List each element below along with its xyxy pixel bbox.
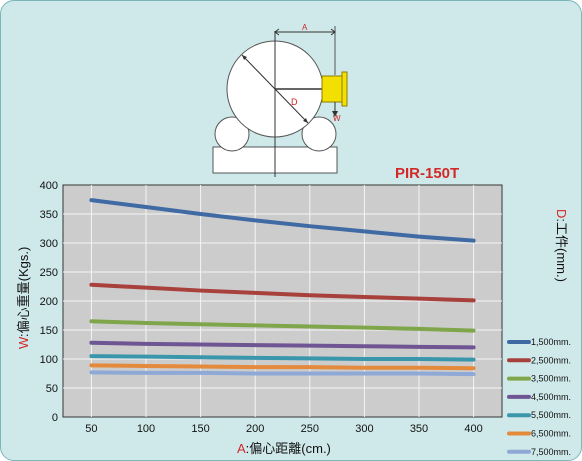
x-axis-label-prefix: A [237, 441, 246, 456]
x-tick-label: 100 [137, 423, 155, 435]
x-tick-label: 200 [246, 423, 264, 435]
y-tick-label: 300 [40, 238, 58, 250]
legend: 1,500mm. 2,500mm. 3,500mm. 4,500mm. 5,500mm.… [507, 337, 571, 457]
y-tick-label: 350 [40, 209, 58, 221]
y-tick-label: 400 [40, 180, 58, 192]
y-axis-label-prefix: W [16, 336, 31, 349]
chart-title: PIR-150T [395, 165, 459, 182]
legend-label: 7,500mm. [531, 447, 571, 457]
series-lines [89, 198, 476, 377]
x-tick-label: 50 [85, 423, 97, 435]
series-line [89, 354, 476, 362]
legend-label: 3,500mm. [531, 374, 571, 384]
d-diameter-line [241, 54, 309, 124]
series-line [89, 363, 476, 371]
x-tick-label: 300 [355, 423, 373, 435]
x-axis-label: A:偏心距離(cm.) [237, 441, 331, 456]
workpiece-diagram: A D W [212, 23, 348, 177]
legend-label: 2,500mm. [531, 355, 571, 365]
right-roller [301, 116, 337, 152]
eccentric-weight [321, 75, 343, 103]
series-line [89, 282, 476, 303]
y-axis-label-text: :偏心重量(Kgs.) [16, 247, 31, 337]
series-line [89, 370, 476, 377]
right-axis-label-text: :工件(mm.) [554, 218, 569, 282]
y-tick-label: 250 [40, 267, 58, 279]
left-roller [214, 116, 250, 152]
series-line [89, 319, 476, 333]
legend-label: 5,500mm. [531, 410, 571, 420]
series-line [89, 340, 476, 350]
x-tick-label: 250 [301, 423, 319, 435]
w-arrow-head [332, 111, 338, 117]
y-axis-label: W:偏心重量(Kgs.) [16, 247, 31, 349]
label-d: D [291, 97, 298, 107]
legend-label: 6,500mm. [531, 429, 571, 439]
x-tick-label: 150 [191, 423, 209, 435]
legend-label: 4,500mm. [531, 392, 571, 402]
y-tick-labels: 0 50 100 150 200 250 300 350 400 [40, 180, 58, 424]
right-axis-label-prefix: D [554, 209, 569, 218]
right-axis-label: D:工件(mm.) [554, 209, 569, 282]
series-line [89, 198, 476, 243]
x-tick-label: 400 [464, 423, 482, 435]
label-a: A [302, 23, 308, 32]
a-dimension-arrows [274, 28, 336, 36]
y-tick-label: 200 [40, 296, 58, 308]
x-tick-labels: 50 100 150 200 250 300 350 400 [85, 423, 483, 435]
legend-label: 1,500mm. [531, 337, 571, 347]
x-tick-label: 350 [410, 423, 428, 435]
label-w: W [333, 114, 341, 123]
y-tick-label: 150 [40, 325, 58, 337]
y-tick-label: 100 [40, 354, 58, 366]
y-tick-label: 0 [52, 412, 58, 424]
weight-flange [341, 71, 348, 107]
y-tick-label: 50 [46, 383, 58, 395]
x-axis-label-text: :偏心距離(cm.) [246, 441, 331, 456]
